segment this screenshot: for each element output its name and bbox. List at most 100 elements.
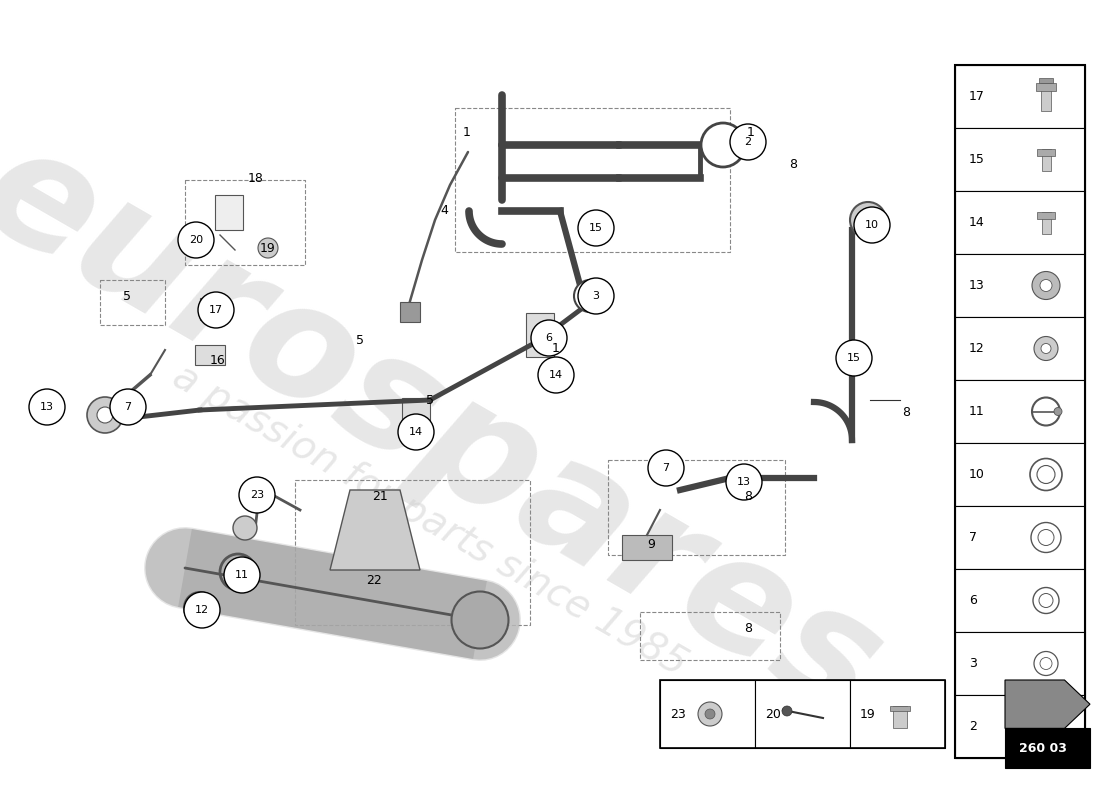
Text: 260 03: 260 03 — [1020, 742, 1067, 754]
Circle shape — [705, 709, 715, 719]
Text: 10: 10 — [969, 468, 984, 481]
Bar — [195, 345, 226, 365]
Text: a passion for parts since 1985: a passion for parts since 1985 — [166, 357, 694, 683]
Circle shape — [97, 407, 113, 423]
Circle shape — [538, 357, 574, 393]
Text: 8: 8 — [744, 622, 752, 634]
Text: 14: 14 — [549, 370, 563, 380]
Text: 6: 6 — [546, 333, 552, 343]
Text: 7: 7 — [969, 531, 977, 544]
Text: 7: 7 — [124, 402, 132, 412]
Text: 3: 3 — [593, 291, 600, 301]
Text: 21: 21 — [372, 490, 388, 503]
Circle shape — [239, 477, 275, 513]
Circle shape — [398, 414, 434, 450]
Bar — [1037, 211, 1055, 218]
Bar — [955, 128, 1085, 191]
Text: 15: 15 — [588, 223, 603, 233]
Text: 19: 19 — [260, 242, 276, 254]
Circle shape — [198, 292, 234, 328]
Bar — [893, 706, 907, 728]
Bar — [955, 506, 1085, 569]
Circle shape — [112, 391, 144, 423]
Text: 13: 13 — [737, 477, 751, 487]
Text: 12: 12 — [969, 342, 984, 355]
Circle shape — [728, 466, 760, 498]
Bar — [850, 680, 945, 748]
Circle shape — [854, 207, 890, 243]
Circle shape — [730, 124, 766, 160]
Circle shape — [178, 222, 215, 258]
Text: 11: 11 — [235, 570, 249, 580]
Text: 5: 5 — [426, 394, 434, 406]
Text: 13: 13 — [40, 402, 54, 412]
Circle shape — [233, 516, 257, 540]
Text: 1: 1 — [747, 126, 755, 139]
Circle shape — [648, 450, 684, 486]
Bar — [955, 191, 1085, 254]
Text: 20: 20 — [189, 235, 204, 245]
Circle shape — [224, 557, 260, 593]
Polygon shape — [330, 490, 420, 570]
Bar — [1037, 149, 1055, 155]
Bar — [1005, 728, 1090, 768]
Circle shape — [451, 591, 508, 649]
Text: 22: 22 — [366, 574, 382, 586]
Text: 23: 23 — [670, 707, 685, 721]
Text: 6: 6 — [969, 594, 977, 607]
Bar — [955, 380, 1085, 443]
Text: 5: 5 — [123, 290, 131, 302]
Text: 19: 19 — [860, 707, 876, 721]
Text: 2: 2 — [969, 720, 977, 733]
Text: 1: 1 — [552, 342, 560, 355]
Bar — [526, 313, 554, 357]
Circle shape — [701, 123, 745, 167]
Circle shape — [580, 212, 612, 244]
Bar — [755, 680, 850, 748]
Text: 12: 12 — [195, 605, 209, 615]
Polygon shape — [1005, 680, 1090, 728]
Text: 14: 14 — [409, 427, 424, 437]
Bar — [1042, 211, 1050, 234]
Text: 15: 15 — [969, 153, 984, 166]
Text: 4: 4 — [440, 203, 448, 217]
Bar — [890, 706, 910, 711]
Text: 7: 7 — [662, 463, 670, 473]
Circle shape — [1034, 337, 1058, 361]
Circle shape — [1041, 343, 1050, 354]
Circle shape — [110, 389, 146, 425]
Circle shape — [652, 454, 680, 482]
Circle shape — [836, 340, 872, 376]
Bar — [200, 298, 228, 320]
Text: 18: 18 — [249, 171, 264, 185]
Bar — [1042, 149, 1050, 170]
Circle shape — [578, 210, 614, 246]
Text: 5: 5 — [356, 334, 364, 346]
Circle shape — [726, 464, 762, 500]
Circle shape — [184, 592, 220, 628]
Text: 13: 13 — [969, 279, 984, 292]
Bar — [214, 195, 243, 230]
Circle shape — [838, 342, 870, 374]
Text: 16: 16 — [210, 354, 225, 366]
Text: 8: 8 — [902, 406, 910, 419]
Text: 17: 17 — [969, 90, 984, 103]
Circle shape — [258, 238, 278, 258]
Bar — [660, 680, 945, 748]
Text: 2: 2 — [745, 137, 751, 147]
Text: 20: 20 — [764, 707, 781, 721]
Text: 17: 17 — [209, 305, 223, 315]
Bar — [955, 443, 1085, 506]
Circle shape — [782, 706, 792, 716]
Bar — [1040, 78, 1053, 82]
Circle shape — [29, 389, 65, 425]
Circle shape — [574, 280, 606, 312]
Circle shape — [1032, 271, 1060, 299]
Text: 3: 3 — [969, 657, 977, 670]
Circle shape — [698, 702, 722, 726]
Bar — [955, 569, 1085, 632]
Circle shape — [531, 320, 566, 356]
Bar — [955, 632, 1085, 695]
Bar — [955, 65, 1085, 128]
Circle shape — [1054, 407, 1062, 415]
